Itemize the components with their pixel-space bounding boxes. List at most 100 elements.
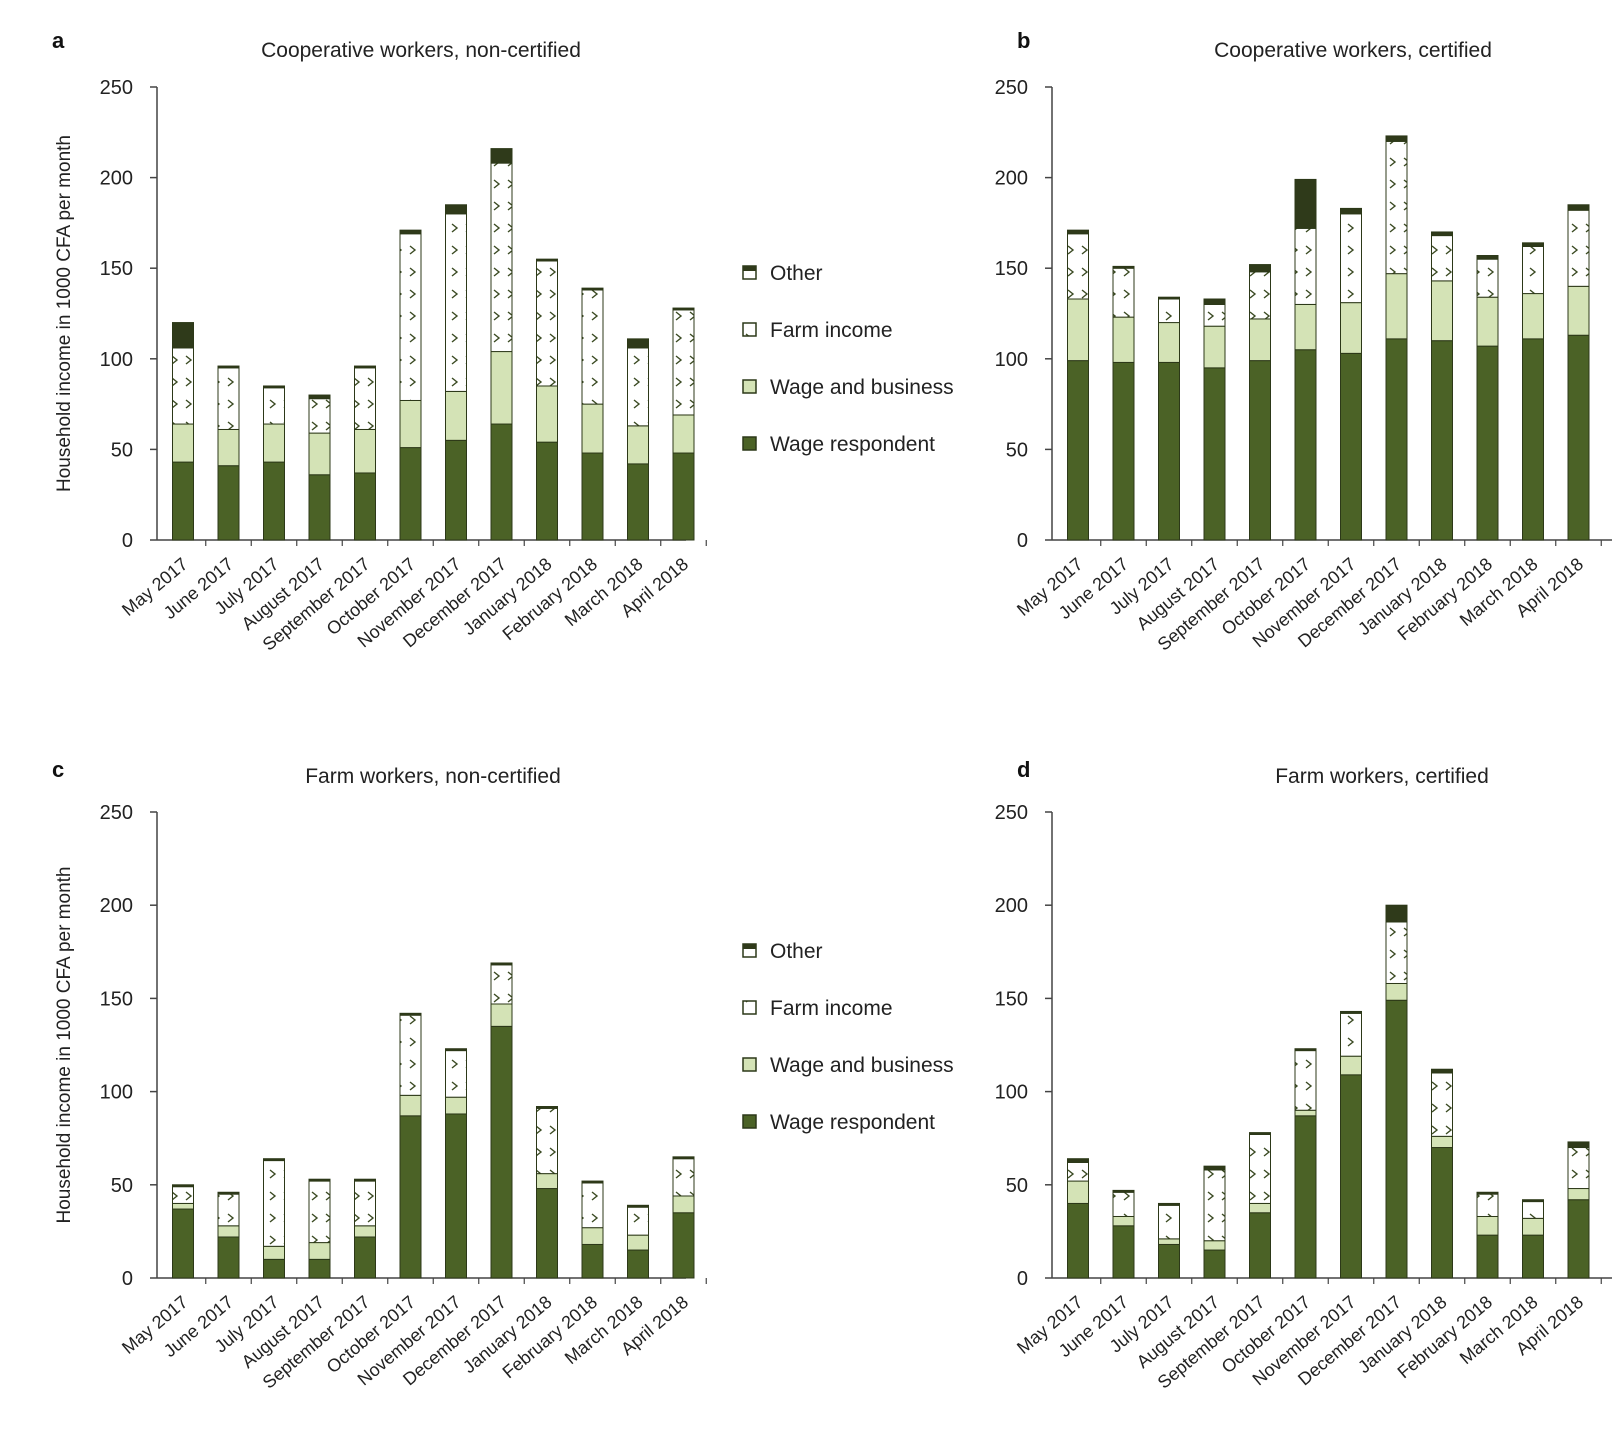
bar-wage-and-business-march-2018 — [1522, 1217, 1544, 1236]
bar-other-may-2017 — [1067, 229, 1089, 235]
bar-wage-and-business-june-2017 — [1112, 1215, 1135, 1227]
panel-letter: d — [1017, 757, 1030, 782]
y-tick-label: 200 — [995, 895, 1028, 917]
bar-wage-respondent-april-2018 — [672, 1212, 695, 1279]
y-tick-label: 150 — [100, 988, 133, 1010]
bar-wage-respondent-march-2018 — [627, 463, 649, 541]
legend-label: Wage and business — [770, 376, 954, 399]
bar-wage-respondent-may-2017 — [1067, 1202, 1089, 1279]
legend-swatch — [742, 436, 757, 451]
bar-other-february-2018 — [1476, 255, 1499, 260]
bar-wage-respondent-august-2017 — [308, 474, 331, 541]
panel-letter: a — [52, 28, 65, 53]
bar-wage-respondent-august-2017 — [1203, 1249, 1226, 1279]
y-tick-label: 50 — [1006, 439, 1028, 461]
light-green-square-icon — [742, 1057, 757, 1072]
bar-wage-and-business-june-2017 — [217, 1225, 240, 1238]
legend-swatch — [742, 379, 757, 394]
bar-wage-and-business-february-2018 — [581, 1227, 604, 1245]
bar-farm-income-may-2017 — [1067, 1161, 1089, 1182]
legend-swatch-top — [743, 944, 756, 949]
y-tick-label: 150 — [100, 258, 133, 280]
chart-panel-b: b Cooperative workers, certified 0 50 100 150… — [995, 28, 1612, 655]
bar-farm-income-december-2017 — [490, 964, 513, 1005]
bar-wage-and-business-july-2017 — [1158, 1238, 1180, 1245]
bar-farm-income-april-2018 — [1567, 209, 1590, 287]
dark-green-square-icon — [742, 1114, 757, 1129]
bar-wage-respondent-august-2017 — [1203, 367, 1226, 541]
bar-wage-respondent-june-2017 — [217, 465, 240, 541]
bar-wage-and-business-september-2017 — [354, 428, 376, 474]
legend-swatch — [742, 1000, 757, 1015]
legend-swatch — [742, 1057, 757, 1072]
y-tick-label: 250 — [100, 802, 133, 824]
bar-other-august-2017 — [1203, 1165, 1226, 1171]
bar-farm-income-november-2017 — [1340, 213, 1362, 304]
bar-wage-and-business-april-2018 — [1567, 1188, 1590, 1201]
bar-wage-and-business-december-2017 — [490, 351, 513, 425]
bar-other-march-2018 — [1522, 242, 1544, 247]
bar-other-september-2017 — [354, 365, 376, 369]
bar-farm-income-june-2017 — [217, 1193, 240, 1227]
bar-farm-income-february-2018 — [1476, 258, 1499, 298]
bar-wage-and-business-may-2017 — [172, 423, 194, 463]
bar-wage-respondent-january-2018 — [1431, 1147, 1453, 1279]
y-tick-label: 200 — [100, 895, 133, 917]
bar-wage-and-business-july-2017 — [1158, 322, 1180, 363]
y-tick-label: 250 — [995, 77, 1028, 99]
bar-other-february-2018 — [1476, 1191, 1499, 1195]
bar-farm-income-november-2017 — [445, 1050, 467, 1098]
legend-swatch-top — [743, 266, 756, 271]
bar-other-december-2017 — [490, 962, 513, 966]
bar-wage-respondent-july-2017 — [1158, 1243, 1180, 1279]
legend-2: Other Farm income Wage and business Wage re… — [742, 940, 954, 1134]
bar-wage-respondent-january-2018 — [536, 441, 558, 541]
bar-other-may-2017 — [1067, 1158, 1089, 1163]
bar-wage-and-business-december-2017 — [1385, 273, 1408, 340]
bar-other-march-2018 — [1522, 1199, 1544, 1203]
filled-top-square-icon — [742, 943, 757, 958]
bar-wage-respondent-july-2017 — [1158, 361, 1180, 541]
bar-wage-respondent-may-2017 — [1067, 360, 1089, 541]
y-tick-label: 150 — [995, 258, 1028, 280]
bar-farm-income-april-2018 — [672, 1158, 695, 1197]
bar-wage-respondent-october-2017 — [1294, 349, 1317, 541]
y-tick-label: 0 — [1017, 1268, 1028, 1290]
bar-other-april-2018 — [1567, 204, 1590, 211]
bar-other-july-2017 — [1158, 1202, 1180, 1206]
chart-title: Cooperative workers, non-certified — [261, 39, 581, 62]
legend-label: Other — [770, 940, 823, 963]
bar-wage-and-business-january-2018 — [1431, 1135, 1453, 1149]
bar-other-december-2017 — [490, 148, 513, 164]
bar-farm-income-january-2018 — [536, 260, 558, 387]
legend-label: Other — [770, 262, 823, 285]
bar-other-september-2017 — [1249, 264, 1271, 273]
chart-panel-c: c Farm workers, non-certified Household in… — [52, 757, 707, 1393]
legend-swatch — [742, 1114, 757, 1129]
bar-wage-and-business-january-2018 — [536, 1173, 558, 1190]
bar-wage-respondent-october-2017 — [399, 447, 422, 541]
bar-farm-income-october-2017 — [399, 233, 422, 401]
bar-wage-and-business-october-2017 — [1294, 303, 1317, 351]
bar-other-january-2018 — [536, 1106, 558, 1109]
y-tick-label: 0 — [1017, 530, 1028, 552]
bar-other-august-2017 — [308, 1178, 331, 1182]
bar-farm-income-may-2017 — [172, 347, 194, 425]
bar-farm-income-july-2017 — [263, 387, 285, 425]
dark-green-square-icon — [742, 436, 757, 451]
bar-wage-respondent-june-2017 — [217, 1236, 240, 1279]
bar-wage-respondent-july-2017 — [263, 1258, 285, 1279]
legend-swatch — [742, 322, 757, 337]
bar-farm-income-march-2018 — [1522, 1201, 1544, 1219]
bar-farm-income-june-2017 — [1112, 1191, 1135, 1217]
bar-wage-respondent-february-2018 — [581, 452, 604, 541]
y-axis-label: Household income in 1000 CFA per month — [54, 867, 75, 1224]
bar-wage-and-business-august-2017 — [1203, 1240, 1226, 1251]
bar-farm-income-july-2017 — [1158, 1204, 1180, 1240]
panel-letter: b — [1017, 28, 1030, 53]
bar-farm-income-may-2017 — [172, 1186, 194, 1204]
bar-wage-and-business-february-2018 — [1476, 296, 1499, 347]
chart-title: Farm workers, non-certified — [305, 765, 561, 788]
bar-farm-income-august-2017 — [1203, 1169, 1226, 1242]
bar-farm-income-august-2017 — [1203, 303, 1226, 327]
